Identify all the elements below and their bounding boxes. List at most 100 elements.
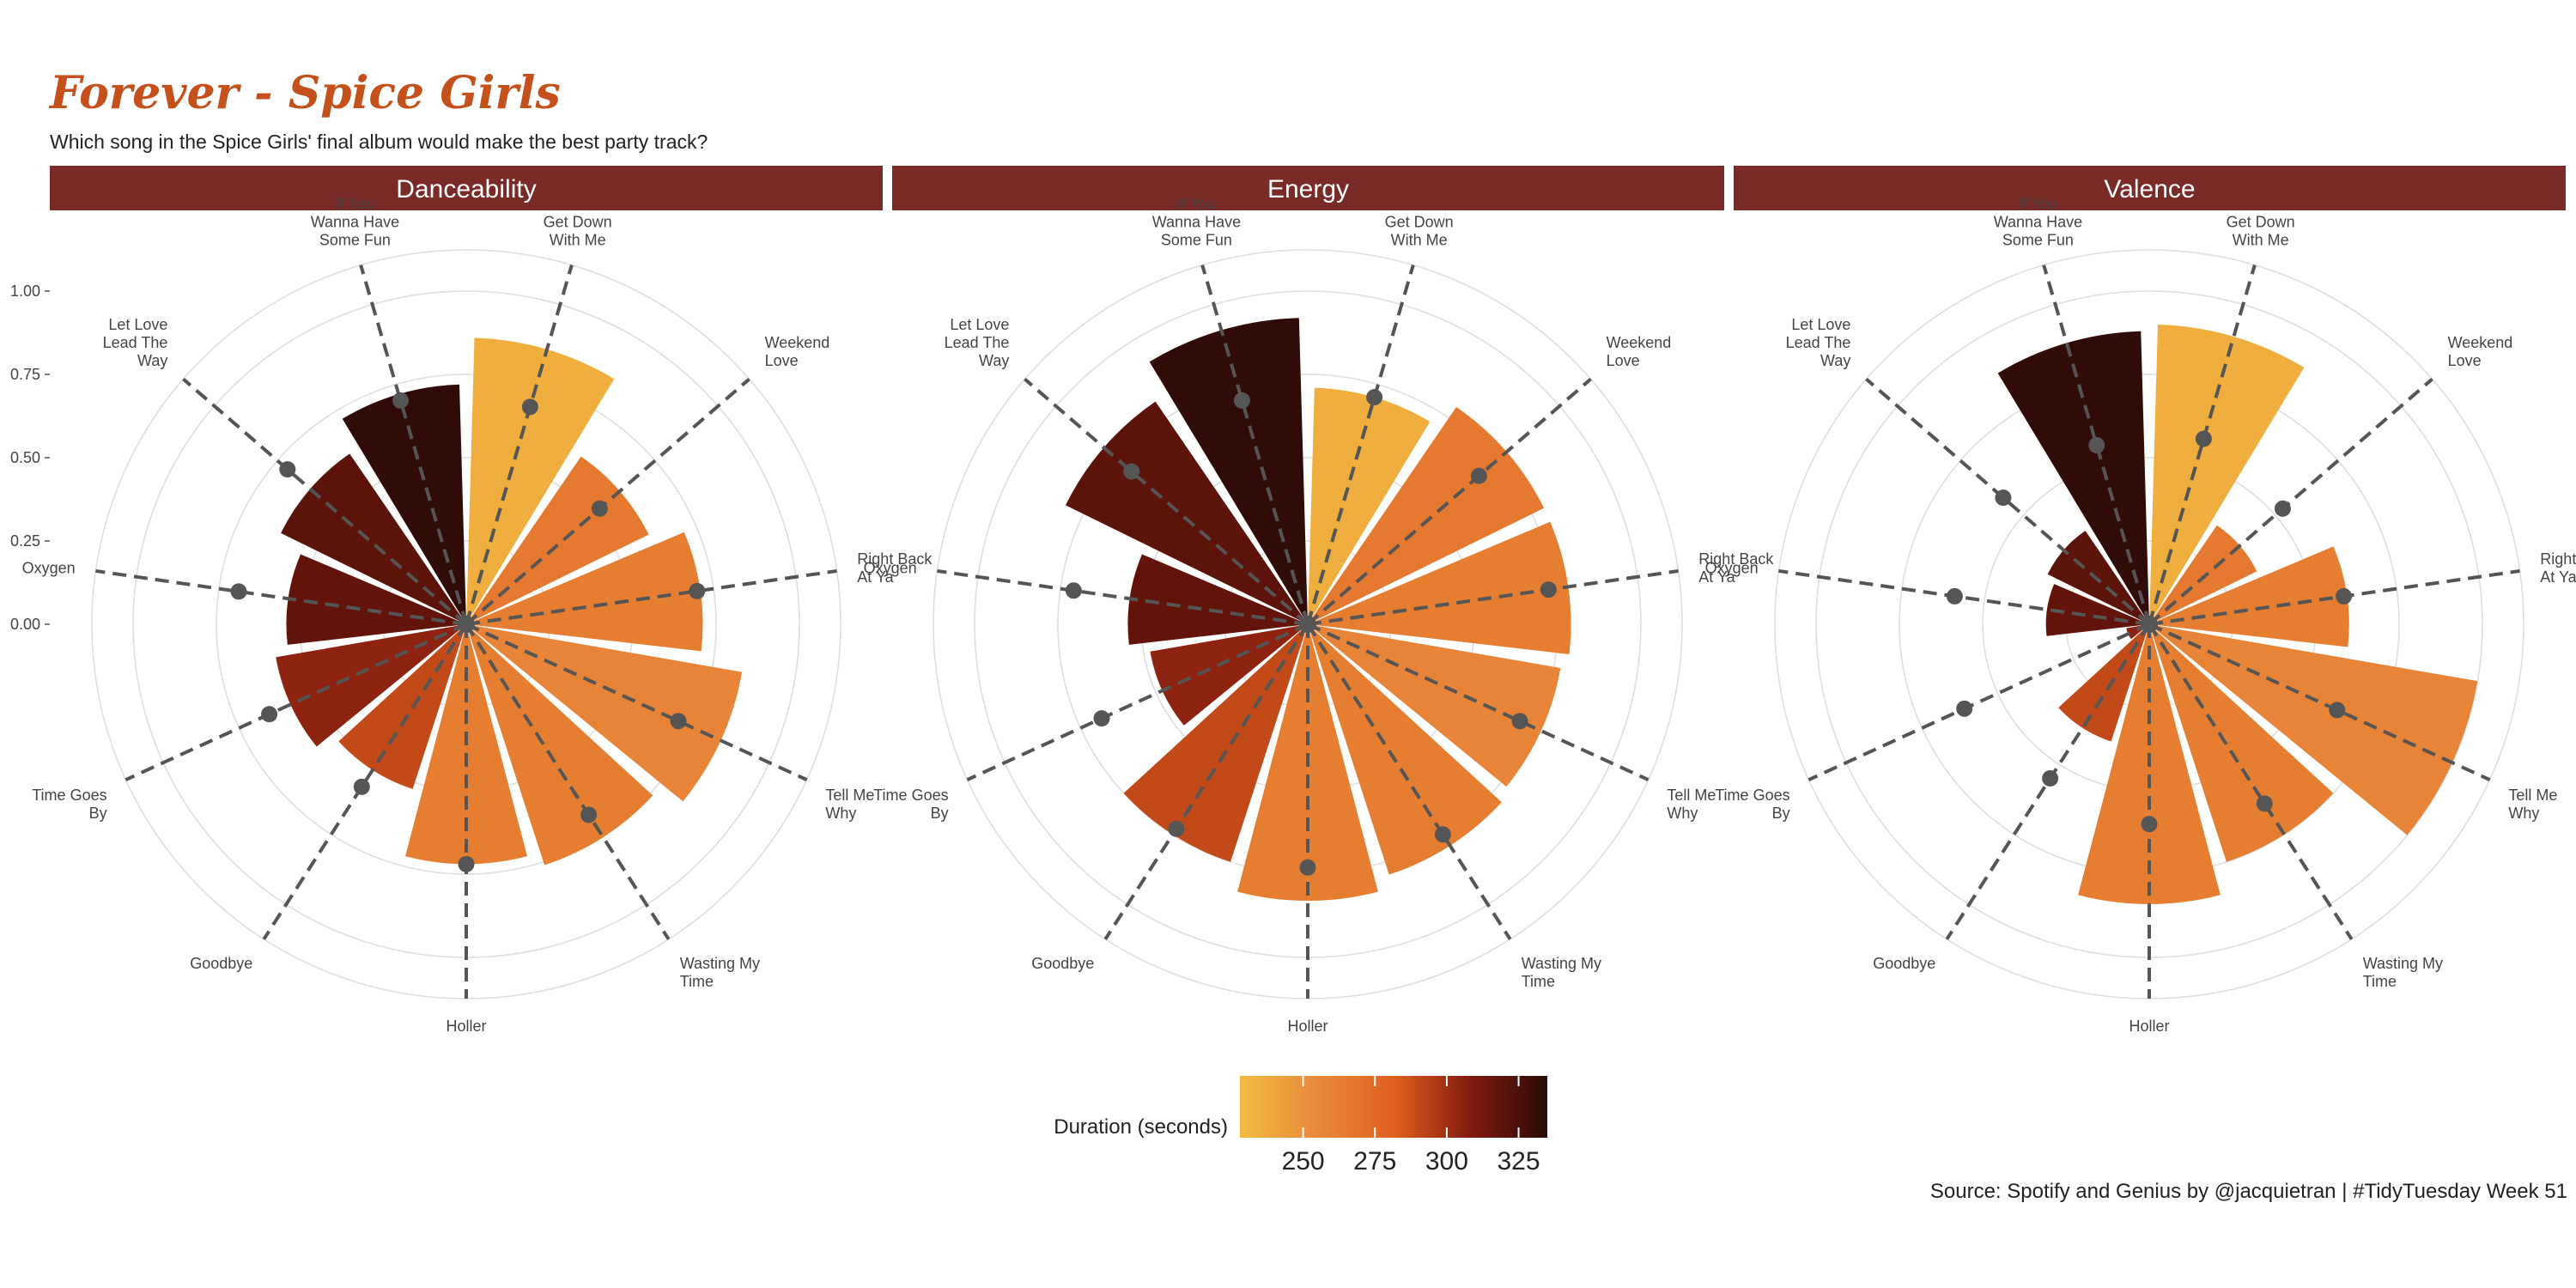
bar-weekend-love: [466, 456, 649, 624]
category-label-time-goes-by: Time Goes By: [873, 787, 948, 822]
spoke-weekend-love: [465, 377, 750, 626]
legend-tick-label: 325: [1498, 1147, 1540, 1176]
category-label-get-down-with-me: Get Down With Me: [2227, 214, 2295, 249]
y-tick-label: 0.25: [10, 532, 40, 550]
bar-let-love-lead-the-way: [1065, 401, 1308, 624]
point-holler: [1299, 859, 1316, 876]
bars: [276, 337, 743, 866]
point-wasting-my-time: [2256, 795, 2273, 812]
category-label-get-down-with-me: Get Down With Me: [1385, 214, 1454, 249]
panel-strip: [892, 166, 1724, 210]
panel-energy: Energy Get Down With Me Weekend Love Right Ba…: [864, 166, 1774, 1035]
chart-title: Forever - Spice Girls: [50, 67, 561, 119]
category-label-oxygen: Oxygen: [864, 560, 917, 577]
bar-let-love-lead-the-way: [281, 453, 466, 624]
bar-right-back-at-ya: [466, 532, 703, 652]
point-time-goes-by: [1093, 710, 1110, 727]
bars: [1065, 318, 1571, 902]
category-label-if-you-wanna-have-some-fun: If You Wanna Have Some Fun: [1994, 196, 2082, 249]
bar-tell-me-why: [466, 624, 743, 802]
spoke-if-you-wanna-have-some-fun: [1200, 264, 1309, 625]
spoke-right-back-at-ya: [1307, 568, 1679, 626]
point-let-love-lead-the-way: [1123, 463, 1140, 480]
spoke-right-back-at-ya: [465, 568, 837, 626]
spoke-let-love-lead-the-way: [1865, 377, 2151, 626]
category-label-wasting-my-time: Wasting My Time: [680, 955, 760, 990]
point-get-down-with-me: [1366, 389, 1383, 406]
spoke-time-goes-by: [966, 623, 1309, 781]
category-label-let-love-lead-the-way: Let Love Lead The Way: [945, 316, 1010, 369]
bar-goodbye: [1123, 624, 1308, 862]
spoke-goodbye: [1945, 623, 2151, 940]
spoke-weekend-love: [1306, 377, 1592, 626]
center-point: [458, 616, 475, 633]
bar-goodbye: [338, 624, 466, 789]
category-label-goodbye: Goodbye: [1873, 955, 1935, 972]
center-point: [2141, 616, 2158, 633]
spoke-wasting-my-time: [2148, 623, 2354, 940]
panel-strip-label: Valence: [2104, 175, 2195, 204]
legend-tick-label: 300: [1425, 1147, 1468, 1176]
bars: [1997, 324, 2478, 904]
spoke-weekend-love: [2148, 377, 2433, 626]
spoke-oxygen: [95, 568, 467, 626]
bar-right-back-at-ya: [2149, 546, 2349, 647]
point-holler: [458, 855, 475, 872]
bar-time-goes-by: [276, 624, 466, 747]
bar-goodbye: [2058, 624, 2149, 742]
bar-get-down-with-me: [1308, 387, 1431, 624]
point-oxygen: [1946, 587, 1963, 605]
point-weekend-love: [591, 500, 608, 517]
y-tick-label: 0.50: [10, 449, 40, 466]
bar-if-you-wanna-have-some-fun: [1997, 331, 2149, 624]
category-label-holler: Holler: [1287, 1018, 1327, 1035]
spoke-time-goes-by: [125, 623, 467, 781]
point-holler: [2141, 816, 2158, 833]
category-label-goodbye: Goodbye: [190, 955, 252, 972]
point-right-back-at-ya: [689, 582, 706, 599]
y-tick-label: 1.00: [10, 283, 40, 300]
spoke-get-down-with-me: [465, 264, 574, 625]
y-tick-label: 0.75: [10, 366, 40, 383]
point-get-down-with-me: [2195, 430, 2212, 447]
bar-oxygen: [2045, 584, 2149, 636]
bar-tell-me-why: [1308, 624, 1561, 787]
legend-tick-label: 275: [1353, 1147, 1396, 1176]
point-right-back-at-ya: [1540, 581, 1557, 598]
spoke-get-down-with-me: [2148, 264, 2257, 625]
bar-get-down-with-me: [2149, 324, 2305, 624]
y-tick-label: 0.00: [10, 616, 40, 633]
point-right-back-at-ya: [2336, 587, 2353, 605]
point-if-you-wanna-have-some-fun: [1233, 392, 1250, 409]
y-axis: 0.00 0.25 0.50 0.75 1.00: [10, 283, 50, 633]
point-weekend-love: [1470, 467, 1487, 484]
bar-if-you-wanna-have-some-fun: [342, 384, 466, 624]
category-label-weekend-love: Weekend Love: [1607, 334, 1672, 369]
category-label-oxygen: Oxygen: [22, 560, 76, 577]
spoke-tell-me-why: [465, 623, 808, 781]
category-label-tell-me-why: Tell Me Why: [1667, 787, 1716, 822]
spoke-let-love-lead-the-way: [1024, 377, 1309, 626]
spoke-tell-me-why: [1307, 623, 1649, 781]
point-goodbye: [353, 778, 370, 795]
legend-title: Duration (seconds): [1054, 1115, 1228, 1139]
point-time-goes-by: [1956, 700, 1973, 717]
category-label-wasting-my-time: Wasting My Time: [1522, 955, 1601, 990]
point-wasting-my-time: [580, 806, 598, 823]
spokes: [95, 264, 837, 999]
point-if-you-wanna-have-some-fun: [392, 392, 409, 409]
category-label-time-goes-by: Time Goes By: [1715, 787, 1789, 822]
category-label-get-down-with-me: Get Down With Me: [544, 214, 612, 249]
chart-caption: Source: Spotify and Genius by @jacquietr…: [1929, 1180, 2567, 1203]
spoke-goodbye: [1103, 623, 1309, 940]
category-label-tell-me-why: Tell Me Why: [825, 787, 874, 822]
point-oxygen: [230, 583, 247, 600]
points: [230, 392, 706, 872]
spoke-wasting-my-time: [465, 623, 671, 940]
point-if-you-wanna-have-some-fun: [2088, 437, 2105, 454]
